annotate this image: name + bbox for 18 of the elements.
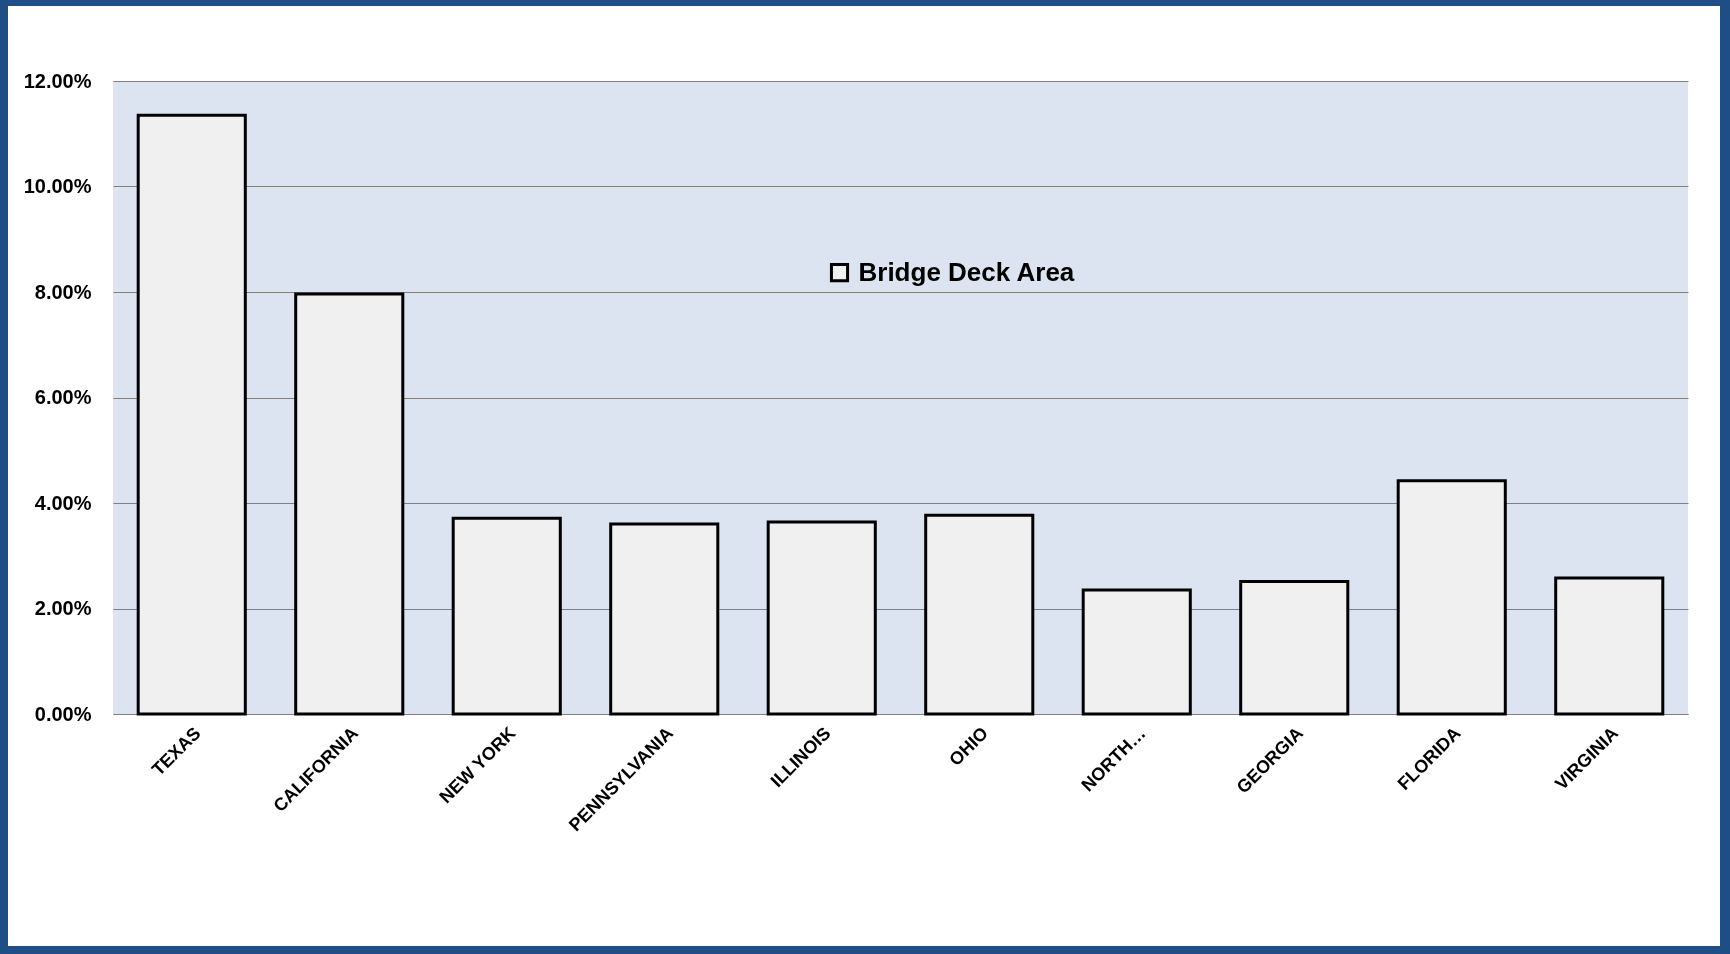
bar: [451, 516, 562, 716]
y-tick-label: 0.00%: [34, 702, 92, 725]
bar: [1239, 580, 1350, 716]
bar: [1554, 576, 1665, 716]
y-tick-label: 12.00%: [23, 69, 92, 92]
y-tick-label: 2.00%: [34, 597, 92, 619]
bar: [1396, 479, 1507, 716]
bar: [924, 513, 1035, 716]
bar: [1081, 588, 1192, 716]
y-tick-label: 10.00%: [23, 175, 92, 197]
bar: [609, 522, 720, 716]
bar: [136, 113, 247, 716]
bar: [294, 292, 405, 716]
bar: [766, 520, 877, 716]
y-tick-label: 8.00%: [34, 280, 92, 303]
legend-label: Bridge Deck Area: [858, 256, 1075, 287]
y-tick-label: 4.00%: [34, 491, 92, 514]
y-tick-label: 6.00%: [34, 386, 92, 408]
